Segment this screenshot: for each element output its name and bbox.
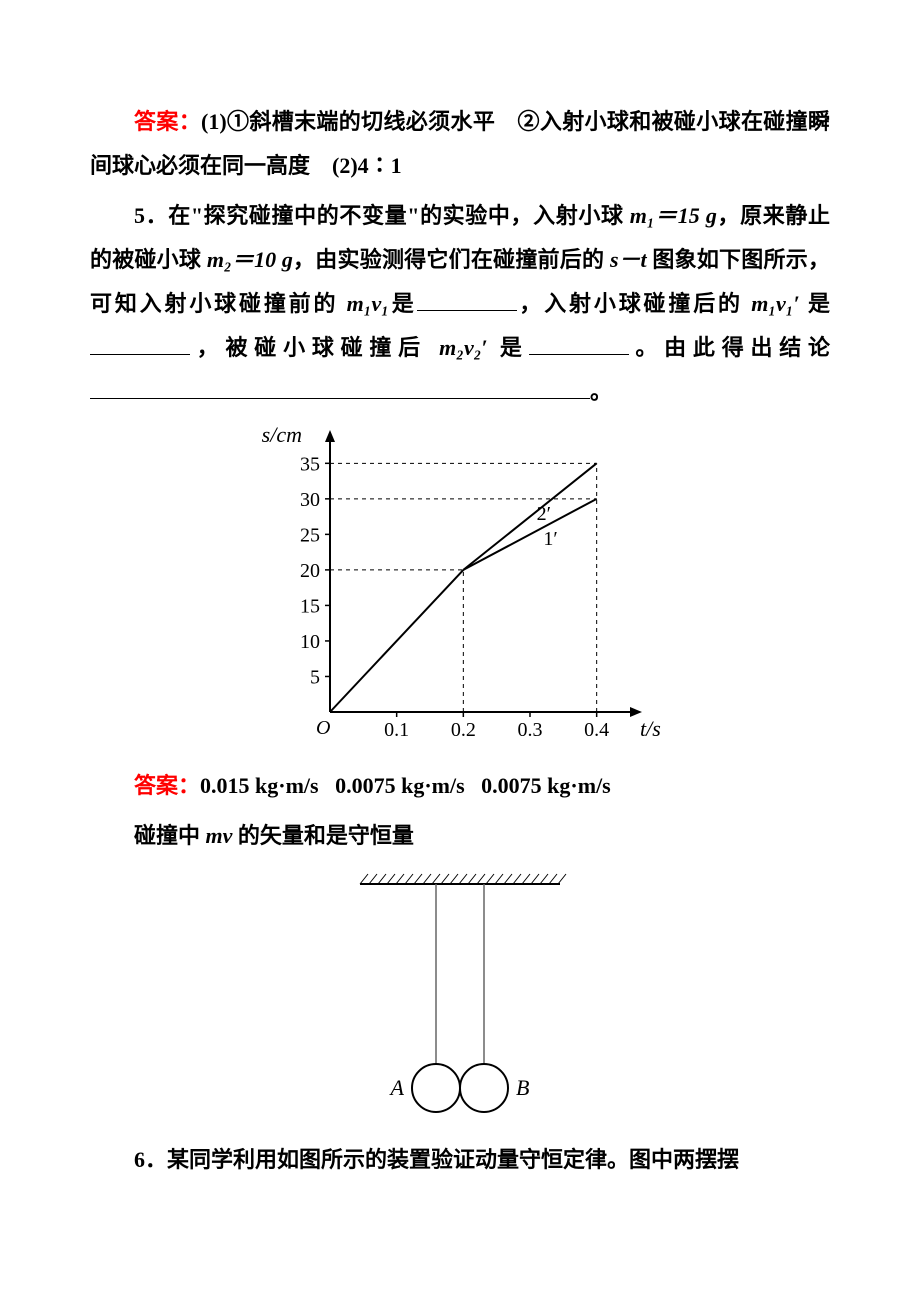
- answer5-conc-b: 的矢量和是守恒量: [232, 823, 414, 848]
- q5-f: ，入射小球碰撞后的: [517, 291, 752, 316]
- svg-text:20: 20: [300, 560, 320, 582]
- q5-mv1: m₁v₁: [347, 291, 389, 316]
- svg-text:t/s: t/s: [640, 716, 661, 741]
- q5-h: ，被碰小球碰撞后: [190, 335, 439, 360]
- q5-e: 是: [389, 291, 417, 316]
- svg-text:0.2: 0.2: [451, 719, 476, 741]
- q6-text: 某同学利用如图所示的装置验证动量守恒定律。图中两摆摆: [167, 1147, 739, 1172]
- q5-i: 是: [488, 335, 529, 360]
- answer-5-line1: 答案：0.015 kg·m/s 0.0075 kg·m/s 0.0075 kg·…: [90, 764, 830, 808]
- svg-text:30: 30: [300, 489, 320, 511]
- answer-4: 答案：(1)①斜槽末端的切线必须水平 ②入射小球和被碰小球在碰撞瞬间球心必须在同…: [90, 100, 830, 188]
- answer5-label: 答案：: [134, 773, 200, 798]
- q5-m2: m₂＝10 g: [207, 247, 293, 272]
- answer5-conc-a: 碰撞中: [134, 823, 206, 848]
- q5-a: 在"探究碰撞中的不变量"的实验中，入射小球: [168, 203, 630, 228]
- svg-text:1′: 1′: [543, 528, 557, 550]
- answer-label: 答案：: [134, 109, 201, 134]
- answer5-mv: mv: [206, 823, 233, 848]
- q5-c: ，由实验测得它们在碰撞前后的: [293, 247, 610, 272]
- answer5-v3: 0.0075 kg·m/s: [481, 773, 611, 798]
- svg-text:10: 10: [300, 631, 320, 653]
- q5-mv2p: m₂v₂′: [439, 335, 487, 360]
- svg-text:s/cm: s/cm: [262, 422, 302, 447]
- answer-4-text: (1)①斜槽末端的切线必须水平 ②入射小球和被碰小球在碰撞瞬间球心必须在同一高度…: [90, 109, 830, 178]
- svg-text:25: 25: [300, 524, 320, 546]
- q5-st-chart: 5 10 15 20 25 30 35 0.1 0.2 0.3 0.4 Os/cm t/s 2′ 1′: [250, 422, 670, 752]
- q5-st: s－t: [610, 247, 647, 272]
- q6-diagram-wrap: AB: [90, 866, 830, 1126]
- q6-number: 6．: [134, 1147, 167, 1172]
- q5-m1: m₁＝15 g: [630, 203, 717, 228]
- answer-5-line2: 碰撞中 mv 的矢量和是守恒量: [90, 814, 830, 858]
- q5-g: 是: [800, 291, 830, 316]
- svg-text:O: O: [316, 717, 330, 739]
- q5-number: 5．: [134, 203, 168, 228]
- q6-pendulum-diagram: AB: [300, 866, 620, 1126]
- q5-blank4: [90, 376, 590, 399]
- answer5-v1: 0.015 kg·m/s: [200, 773, 319, 798]
- q5-blank2: [90, 332, 190, 355]
- q5-j: 。由此得出结论: [629, 335, 830, 360]
- svg-text:0.3: 0.3: [518, 719, 543, 741]
- q5-blank3: [529, 332, 629, 355]
- svg-text:15: 15: [300, 595, 320, 617]
- svg-text:A: A: [389, 1075, 405, 1100]
- svg-text:2′: 2′: [537, 503, 551, 525]
- svg-text:0.1: 0.1: [384, 719, 409, 741]
- question-6: 6．某同学利用如图所示的装置验证动量守恒定律。图中两摆摆: [90, 1138, 830, 1182]
- question-5: 5．在"探究碰撞中的不变量"的实验中，入射小球 m₁＝15 g，原来静止的被碰小…: [90, 194, 830, 414]
- svg-text:B: B: [516, 1075, 529, 1100]
- svg-text:0.4: 0.4: [584, 719, 609, 741]
- svg-text:5: 5: [310, 666, 320, 688]
- q5-blank1: [417, 288, 517, 311]
- q5-chart-wrap: 5 10 15 20 25 30 35 0.1 0.2 0.3 0.4 Os/cm t/s 2′ 1′: [90, 422, 830, 752]
- svg-text:35: 35: [300, 453, 320, 475]
- q5-mv1p: m₁v₁′: [751, 291, 799, 316]
- q5-k: 。: [590, 379, 612, 404]
- answer5-v2: 0.0075 kg·m/s: [335, 773, 465, 798]
